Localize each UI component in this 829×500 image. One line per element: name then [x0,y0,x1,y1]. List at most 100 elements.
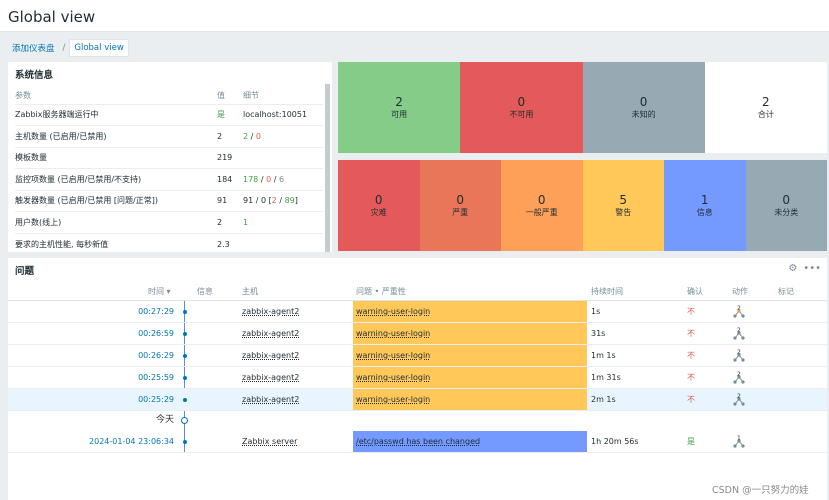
value-cell: 184 [217,168,243,190]
breadcrumb: 添加仪表盘 / Global view [8,39,129,57]
tile-label: 不可用 [509,109,534,119]
problem-ack-link[interactable]: 是 [687,437,695,446]
tile-label: 未知的 [631,109,656,119]
tile-count: 0 [639,94,648,109]
col-ack-header: 确认 [687,287,703,296]
problem-name[interactable]: warning-user-login [353,323,587,344]
timeline-dot [182,398,187,402]
tile-label: 可用 [391,109,408,119]
problem-time-link[interactable]: 00:26:59 [138,329,174,338]
problem-name[interactable]: warning-user-login [353,301,587,322]
problem-name[interactable]: /etc/passwd has been changed [353,431,587,452]
availability-tile-available[interactable]: 2 可用 [338,62,461,153]
problem-ack-link[interactable]: 不 [687,351,695,360]
severity-tile-average[interactable]: 0 一般严重 [501,160,583,251]
table-row: 模板数量 219 [15,146,323,169]
col-info-header: 信息 [197,287,213,296]
system-info-scrollbar[interactable] [325,84,330,252]
system-info-table: 参数 值 细节 Zabbix服务器端运行中 是 localhost:10051 … [15,88,323,252]
problem-name[interactable]: warning-user-login [353,389,587,410]
problem-time-link[interactable]: 00:26:29 [138,351,174,360]
tile-label: 一般严重 [525,207,558,217]
col-tags-header: 标记 [778,287,794,296]
problem-row: 00:26:59 zabbix-agent2 warning-user-logi… [8,323,827,345]
problem-host[interactable]: Zabbix server [242,437,298,446]
actions-icon[interactable]: 1 [732,435,746,449]
problem-time-link[interactable]: 00:25:29 [138,395,174,404]
detail-cell: 178 / 0 / 6 [243,168,323,190]
more-icon[interactable]: ••• [803,263,821,274]
actions-icon[interactable]: 2 [732,349,746,363]
problem-ack-link[interactable]: 不 [687,329,695,338]
value-cell: 2 [217,125,243,147]
availability-tile-total[interactable]: 2 合计 [704,62,827,153]
problem-duration: 1m 31s [591,373,621,382]
svg-text:2: 2 [737,305,741,312]
problem-duration: 2m 1s [591,395,616,404]
problem-name[interactable]: warning-user-login [353,367,587,388]
problems-widget: 问题 ⚙ ••• 时间 ▾ 信息 主机 问题 • 严重性 持续时间 确认 动作 … [8,258,827,500]
gear-icon[interactable]: ⚙ [788,263,798,274]
param-cell: 监控项数量 (已启用/已禁用/不支持) [15,168,217,190]
problem-host[interactable]: zabbix-agent2 [242,373,300,382]
problem-time-link[interactable]: 00:25:59 [138,373,174,382]
tile-label: 警告 [615,207,632,217]
watermark: CSDN @一只努力的娃 [712,485,809,496]
problem-ack-link[interactable]: 不 [687,395,695,404]
breadcrumb-current[interactable]: Global view [69,39,129,57]
tile-label: 信息 [696,207,713,217]
timeline-dot [182,310,187,314]
problem-ack-link[interactable]: 不 [687,307,695,316]
col-time-header[interactable]: 时间 ▾ [148,287,171,296]
col-param-header: 参数 [15,91,31,101]
availability-tile-unknown[interactable]: 0 未知的 [582,62,705,153]
tile-count: 0 [456,192,465,207]
table-row: 要求的主机性能, 每秒新值 2.3 [15,232,323,252]
severity-tile-information[interactable]: 1 信息 [664,160,746,251]
table-row: Zabbix服务器端运行中 是 localhost:10051 [15,103,323,126]
svg-text:1: 1 [737,435,741,442]
tile-label: 灾难 [370,207,387,217]
actions-icon[interactable]: 2 [732,305,746,319]
col-value-header: 值 [217,91,225,101]
timeline-dot [182,440,187,444]
problem-host[interactable]: zabbix-agent2 [242,395,300,404]
severity-tile-disaster[interactable]: 0 灾难 [338,160,420,251]
detail-cell [243,146,323,169]
problem-time-link[interactable]: 2024-01-04 23:06:34 [89,437,174,446]
param-cell: 模板数量 [15,146,217,169]
value-cell: 219 [217,146,243,169]
problem-row: 00:25:59 zabbix-agent2 warning-user-logi… [8,367,827,389]
detail-cell [243,232,323,252]
svg-text:2: 2 [737,371,741,378]
availability-tile-unavailable[interactable]: 0 不可用 [460,62,583,153]
problem-host[interactable]: zabbix-agent2 [242,351,300,360]
tile-count: 0 [517,94,526,109]
actions-icon[interactable]: 2 [732,393,746,407]
problem-time-link[interactable]: 00:27:29 [138,307,174,316]
system-info-widget: 系统信息 参数 值 细节 Zabbix服务器端运行中 是 localhost:1… [8,62,332,252]
table-row: 主机数量 (已启用/已禁用) 2 2 / 0 [15,125,323,147]
col-detail-header: 细节 [243,91,259,101]
timeline-today-marker [181,417,188,424]
col-problem-header[interactable]: 问题 • 严重性 [356,287,406,296]
severity-tile-warning[interactable]: 5 警告 [582,160,664,251]
severity-tile-high[interactable]: 0 严重 [419,160,501,251]
problem-name[interactable]: warning-user-login [353,345,587,366]
actions-icon[interactable]: 2 [732,371,746,385]
problem-host[interactable]: zabbix-agent2 [242,307,300,316]
problem-duration: 1h 20m 56s [591,437,639,446]
problem-host[interactable]: zabbix-agent2 [242,329,300,338]
tile-label: 未分类 [774,207,799,217]
severity-tile-not-classified[interactable]: 0 未分类 [745,160,827,251]
problem-row: 00:25:29 zabbix-agent2 warning-user-logi… [8,389,827,411]
actions-icon[interactable]: 2 [732,327,746,341]
col-host-header[interactable]: 主机 [242,287,258,296]
breadcrumb-dashboards-link[interactable]: 添加仪表盘 [12,44,55,54]
param-cell: 用户数(线上) [15,211,217,233]
problem-ack-link[interactable]: 不 [687,373,695,382]
widget-controls: ⚙ ••• [788,263,821,274]
page-header: Global view [0,0,829,32]
tile-count: 0 [374,192,383,207]
problem-duration: 31s [591,329,606,338]
